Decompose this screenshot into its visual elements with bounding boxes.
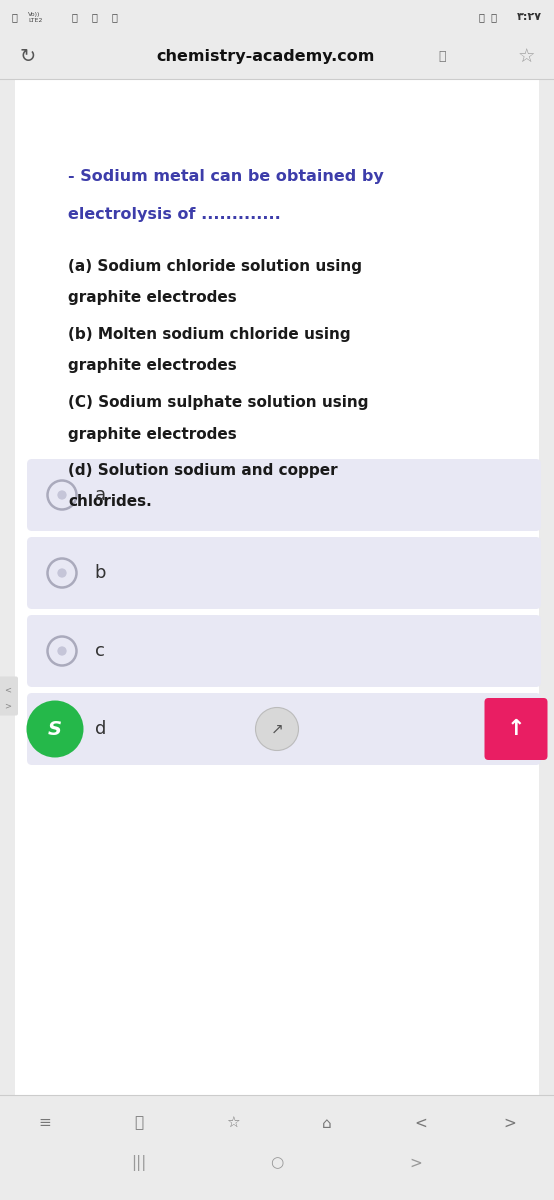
FancyBboxPatch shape xyxy=(0,0,554,35)
Text: (b) Molten sodium chloride using: (b) Molten sodium chloride using xyxy=(68,326,351,342)
FancyBboxPatch shape xyxy=(0,1094,554,1200)
Text: a: a xyxy=(95,486,106,504)
Text: Vo))
LTE2: Vo)) LTE2 xyxy=(28,12,42,23)
Text: (a) Sodium chloride solution using: (a) Sodium chloride solution using xyxy=(68,259,362,274)
Circle shape xyxy=(58,491,66,499)
Text: ☆: ☆ xyxy=(517,48,535,66)
FancyBboxPatch shape xyxy=(0,35,554,79)
Text: 🌐: 🌐 xyxy=(92,12,98,23)
FancyBboxPatch shape xyxy=(0,677,18,715)
Text: ↑: ↑ xyxy=(507,719,525,739)
Text: (d) Solution sodium and copper: (d) Solution sodium and copper xyxy=(68,463,337,478)
Text: c: c xyxy=(95,642,104,660)
Circle shape xyxy=(27,701,84,757)
FancyBboxPatch shape xyxy=(15,79,539,1094)
Text: ⬜: ⬜ xyxy=(134,1116,143,1130)
FancyBboxPatch shape xyxy=(27,460,541,530)
Text: >: > xyxy=(4,702,12,710)
Text: chlorides.: chlorides. xyxy=(68,494,152,510)
Circle shape xyxy=(58,647,66,655)
Text: ⌂: ⌂ xyxy=(322,1116,332,1130)
Text: 🔋: 🔋 xyxy=(12,12,18,23)
Text: ○: ○ xyxy=(270,1156,284,1170)
FancyBboxPatch shape xyxy=(27,538,541,610)
FancyBboxPatch shape xyxy=(27,614,541,686)
Text: ↗: ↗ xyxy=(270,721,284,737)
Text: d: d xyxy=(95,720,106,738)
Text: chemistry-academy.com: chemistry-academy.com xyxy=(157,49,375,65)
Circle shape xyxy=(255,708,299,750)
Circle shape xyxy=(58,569,66,577)
Text: ⏰: ⏰ xyxy=(112,12,118,23)
Text: 📷  🖼: 📷 🖼 xyxy=(479,12,497,23)
Text: 🔒: 🔒 xyxy=(438,50,445,64)
Text: |||: ||| xyxy=(131,1154,146,1171)
Text: graphite electrodes: graphite electrodes xyxy=(68,426,237,442)
Text: <: < xyxy=(4,685,12,695)
Text: 📶: 📶 xyxy=(72,12,78,23)
Text: - Sodium metal can be obtained by: - Sodium metal can be obtained by xyxy=(68,169,384,184)
FancyBboxPatch shape xyxy=(27,694,541,766)
Text: ۳:۲۷: ۳:۲۷ xyxy=(517,12,542,23)
Text: (C) Sodium sulphate solution using: (C) Sodium sulphate solution using xyxy=(68,395,368,410)
Text: ≡: ≡ xyxy=(38,1116,51,1130)
Text: electrolysis of .............: electrolysis of ............. xyxy=(68,206,281,222)
Text: ↻: ↻ xyxy=(20,48,36,66)
Text: S: S xyxy=(48,720,62,738)
Text: b: b xyxy=(95,564,106,582)
Circle shape xyxy=(58,725,66,733)
Text: graphite electrodes: graphite electrodes xyxy=(68,290,237,306)
Text: >: > xyxy=(503,1116,516,1130)
Text: ☆: ☆ xyxy=(226,1116,239,1130)
Text: >: > xyxy=(409,1156,422,1170)
Text: <: < xyxy=(414,1116,428,1130)
FancyBboxPatch shape xyxy=(485,698,547,760)
Text: graphite electrodes: graphite electrodes xyxy=(68,359,237,373)
